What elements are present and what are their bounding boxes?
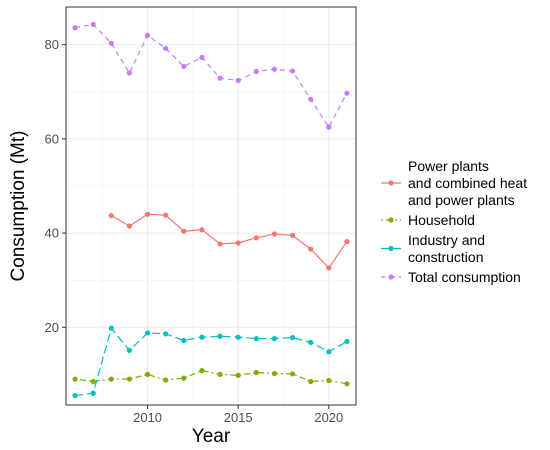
data-point [253,68,259,75]
data-point [163,212,169,218]
data-point [289,371,296,377]
data-point [144,330,151,336]
data-point [271,335,278,342]
data-point [181,337,187,344]
data-point [308,378,314,385]
data-point [271,370,278,377]
data-point [72,376,78,382]
y-tick-label: 60 [45,131,59,146]
data-point [289,232,296,239]
grid-lines [66,7,356,405]
y-tick-label: 20 [45,320,59,335]
data-point [235,372,241,378]
data-point [144,371,151,377]
data-point [199,334,205,340]
data-point [90,21,96,28]
data-point [289,68,296,74]
legend-item-3: Total consumption [381,269,521,285]
y-tick-label: 80 [45,37,59,52]
data-point [271,231,278,237]
data-point [144,32,151,38]
data-point [72,392,78,399]
panel-background [65,6,357,406]
data-point [326,265,332,271]
data-point [181,228,187,234]
data-point [253,335,259,342]
data-point [289,335,296,341]
data-point [217,371,223,377]
legend-label: Industry and construction [408,232,485,265]
data-point [326,349,332,355]
legend-key-point [388,180,394,186]
panel-border [65,6,357,406]
legend-label: Power plants and combined heat and power p… [408,158,527,208]
data-point [253,369,259,376]
legend-key-point [388,217,394,223]
data-point [163,45,169,52]
data-point [108,40,114,46]
data-point [235,334,241,340]
series-line [74,369,348,385]
y-tick-label: 40 [45,226,59,241]
data-point [144,211,151,217]
legend-key-point [388,245,394,252]
data-point [199,368,205,374]
data-point [235,77,241,84]
data-point [308,96,314,102]
data-point [199,227,205,233]
data-point [108,213,114,219]
data-point [235,240,241,246]
data-point [108,376,114,382]
data-point [217,241,223,247]
series-1 [72,368,350,387]
legend-item-0: Power plants and combined heat and power p… [381,158,527,208]
data-point [90,390,96,396]
data-point [326,124,332,130]
data-point [181,63,187,69]
data-point [344,381,350,387]
x-tick-label: 2010 [133,410,162,425]
series-layer [72,21,350,399]
x-tick-label: 2020 [314,410,343,425]
series-line [74,326,348,397]
series-2 [72,325,350,399]
data-point [126,70,133,76]
data-point [72,25,78,31]
data-point [199,54,205,60]
series-line [111,213,348,269]
data-point [181,375,187,381]
data-point [163,331,169,337]
legend-key-point [388,274,394,280]
data-point [308,339,314,345]
legend-item-1: Household [381,212,475,228]
legend-label: Household [408,212,475,228]
data-point [326,377,332,384]
legend-item-2: Industry and construction [381,232,485,265]
data-point [126,376,133,382]
data-point [217,75,223,81]
data-point [344,90,350,96]
data-point [344,238,350,245]
data-point [308,246,314,252]
data-point [108,325,114,331]
series-3 [72,21,350,130]
data-point [344,338,350,345]
data-point [90,378,96,385]
x-tick-label: 2015 [224,410,253,425]
series-line [74,23,348,129]
legend-label: Total consumption [408,269,521,285]
x-axis-title: Year [192,426,231,447]
data-point [126,347,133,353]
legend: Power plants and combined heat and power p… [381,158,527,285]
data-point [253,235,259,241]
data-point [217,333,223,339]
series-0 [108,211,350,271]
data-point [271,66,278,72]
data-point [163,377,169,383]
y-axis-title: Consumption (Mt) [8,131,29,282]
data-point [126,223,133,229]
